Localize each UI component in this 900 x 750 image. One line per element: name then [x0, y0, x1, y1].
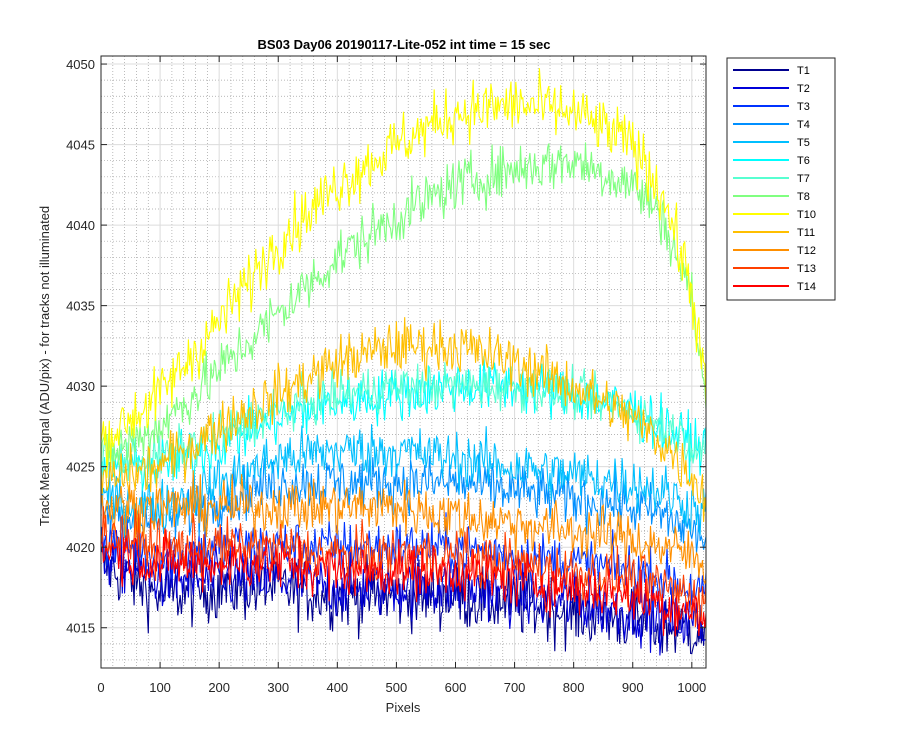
- x-tick-label: 900: [622, 680, 644, 695]
- y-tick-label: 4045: [66, 138, 95, 153]
- legend-label-t1: T1: [797, 65, 810, 77]
- y-tick-label: 4040: [66, 218, 95, 233]
- x-tick-label: 0: [97, 680, 104, 695]
- legend-label-t6: T6: [797, 155, 810, 167]
- x-tick-label: 1000: [677, 680, 706, 695]
- x-tick-label: 300: [267, 680, 289, 695]
- legend-label-t10: T10: [797, 209, 816, 221]
- legend-label-t13: T13: [797, 263, 816, 275]
- x-tick-label: 200: [208, 680, 230, 695]
- series-line-t5: [101, 424, 706, 539]
- y-tick-label: 4030: [66, 379, 95, 394]
- plot-lines: [101, 68, 706, 656]
- legend-label-t8: T8: [797, 191, 810, 203]
- legend-label-t5: T5: [797, 137, 810, 149]
- legend-label-t2: T2: [797, 83, 810, 95]
- y-tick-label: 4025: [66, 460, 95, 475]
- chart-title: BS03 Day06 20190117-Lite-052 int time = …: [257, 37, 550, 52]
- legend-label-t14: T14: [797, 281, 816, 293]
- legend-label-t7: T7: [797, 173, 810, 185]
- x-tick-label: 400: [326, 680, 348, 695]
- x-tick-label: 100: [149, 680, 171, 695]
- legend: T1 T2 T3 T4 T5 T6 T7 T8 T10 T11 T12 T13 T14: [726, 57, 836, 301]
- legend-label-t12: T12: [797, 245, 816, 257]
- series-line-t14: [101, 529, 706, 637]
- y-tick-label: 4020: [66, 540, 95, 555]
- axes-box: [100, 55, 707, 669]
- y-tick-label: 4035: [66, 299, 95, 314]
- y-tick-label: 4015: [66, 621, 95, 636]
- series-line-t3: [101, 512, 706, 612]
- y-axis-label: Track Mean Signal (ADU/pix) - for tracks…: [37, 206, 52, 526]
- x-axis-label: Pixels: [386, 700, 421, 715]
- axes: 0 100 200 300 400 500 600 700 800 900 1000 4015 4020…: [66, 55, 707, 695]
- series-line-t12: [101, 470, 706, 586]
- legend-label-t3: T3: [797, 101, 810, 113]
- x-tick-label: 800: [563, 680, 585, 695]
- series-line-t10: [101, 68, 706, 478]
- legend-label-t4: T4: [797, 119, 810, 131]
- series-line-t11: [101, 317, 706, 523]
- legend-label-t11: T11: [797, 227, 815, 239]
- x-tick-label: 500: [386, 680, 408, 695]
- y-tick-label: 4050: [66, 57, 95, 72]
- x-tick-label: 700: [504, 680, 526, 695]
- series-line-t8: [101, 142, 706, 472]
- x-tick-label: 600: [445, 680, 467, 695]
